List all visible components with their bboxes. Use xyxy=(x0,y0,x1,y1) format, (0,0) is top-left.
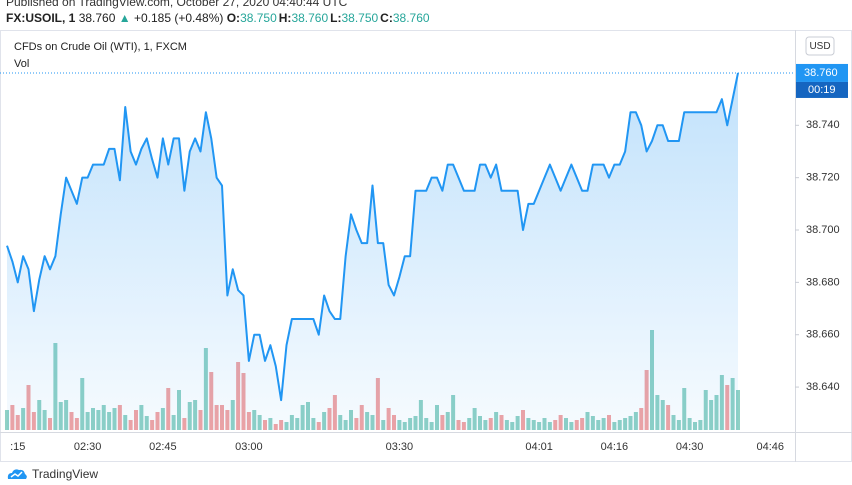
x-tick-label: 02:30 xyxy=(74,441,102,453)
price-line xyxy=(6,72,739,402)
brand-logo xyxy=(7,469,27,479)
ohlc: O:38.750 H:38.760 L:38.750 C:38.760 xyxy=(227,11,432,25)
x-tick-label: 02:45 xyxy=(149,441,177,453)
x-tick-label: 04:30 xyxy=(676,441,704,453)
y-tick-label: 38.720 xyxy=(806,172,840,184)
last-price: 38.760 xyxy=(78,11,116,25)
x-tick-label: 03:00 xyxy=(235,441,263,453)
legend-title: CFDs on Crude Oil (WTI), 1, FXCM xyxy=(14,41,187,53)
last-price-box xyxy=(796,63,848,82)
ohlc-value: 38.750 xyxy=(240,11,277,25)
brand-name: TradingView xyxy=(32,467,99,481)
price-area xyxy=(7,72,738,431)
countdown-label: 00:19 xyxy=(808,84,836,96)
y-tick-label: 38.660 xyxy=(806,329,840,341)
footer: TradingView xyxy=(6,467,98,481)
x-tick-label: 03:30 xyxy=(386,441,414,453)
ohlc-value: 38.750 xyxy=(341,11,379,25)
x-tick-label: 04:16 xyxy=(601,441,629,453)
published-line: Published on TradingView.com, October 27… xyxy=(6,0,348,9)
currency-label[interactable]: USD xyxy=(809,41,830,52)
plot xyxy=(0,72,795,431)
x-tick-label: :15 xyxy=(10,441,25,453)
ohlc-label: C: xyxy=(380,11,393,25)
legend-volume: Vol xyxy=(14,58,29,70)
change-arrow: ▲ xyxy=(118,11,131,25)
y-tick-label: 38.740 xyxy=(806,119,840,131)
currency-button[interactable] xyxy=(805,36,835,56)
change: +0.185 (+0.48%) xyxy=(133,11,224,25)
chart: CFDs on Crude Oil (WTI), 1, FXCM Vol USD… xyxy=(0,30,852,462)
ohlc-label: O: xyxy=(226,11,241,25)
last-price-label: 38.760 xyxy=(804,67,838,79)
ohlc-label: L: xyxy=(330,11,342,25)
countdown-box xyxy=(796,81,848,98)
y-tick-label: 38.700 xyxy=(806,224,840,236)
y-tick-label: 38.680 xyxy=(806,276,840,288)
ohlc-value: 38.760 xyxy=(291,11,329,25)
symbol: FX:USOIL, 1 xyxy=(6,11,76,25)
ohlc-label: H: xyxy=(278,11,292,25)
symbol-line: FX:USOIL, 1 38.760 ▲ +0.185 (+0.48%) O:3… xyxy=(6,11,432,25)
ohlc-value: 38.760 xyxy=(392,11,430,25)
x-tick-label: 04:46 xyxy=(756,441,784,453)
x-tick-label: 04:01 xyxy=(525,441,553,453)
y-tick-label: 38.640 xyxy=(806,381,840,393)
